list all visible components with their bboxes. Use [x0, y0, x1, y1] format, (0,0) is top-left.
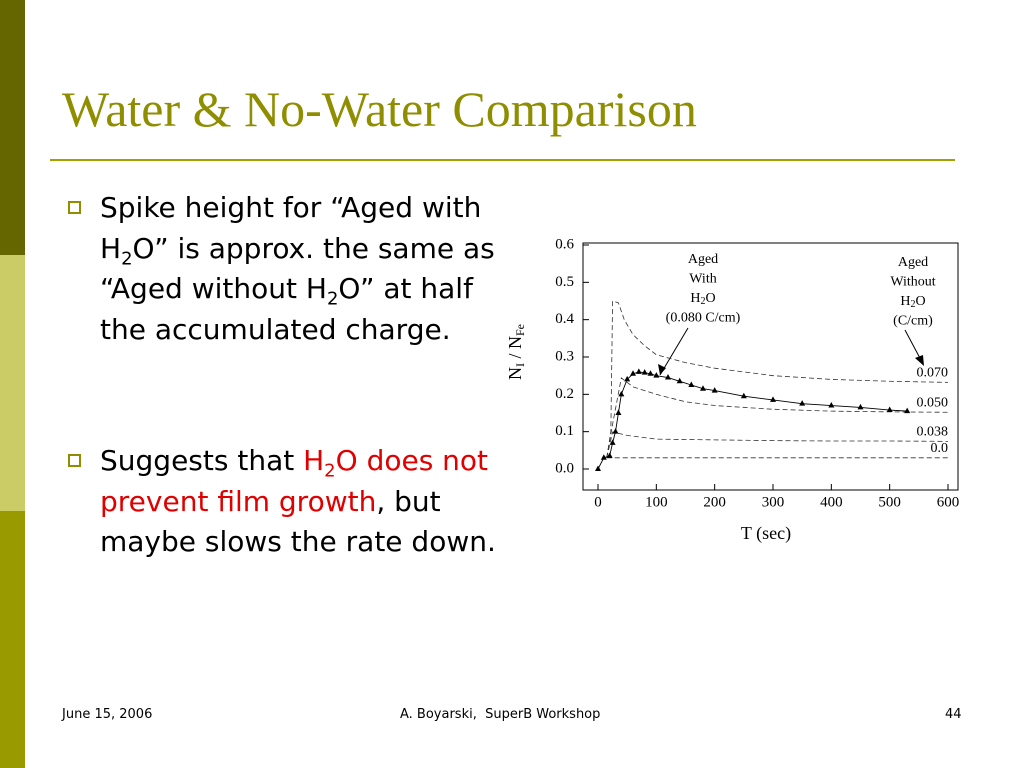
annotation: H2O	[900, 294, 925, 310]
series-label: 0.050	[917, 395, 949, 410]
y-tick-label: 0.5	[555, 274, 574, 290]
footer-author: A. Boyarski, SuperB Workshop	[400, 707, 601, 722]
text: O	[706, 291, 716, 306]
text: O” is approx. the same as “Aged without …	[100, 231, 495, 306]
annotation: Aged	[898, 255, 928, 270]
text: O” at half the accumulated charge.	[100, 272, 473, 346]
annotation: With	[689, 272, 716, 287]
marker	[688, 381, 695, 387]
subscript: 2	[324, 460, 336, 482]
series-line	[606, 300, 949, 458]
text: / N	[505, 336, 525, 363]
marker	[647, 370, 654, 376]
subscript: Fe	[513, 324, 527, 336]
text: H	[900, 294, 910, 309]
subscript: 2	[326, 288, 339, 310]
x-tick-label: 200	[703, 494, 726, 510]
annotation: Aged	[688, 252, 718, 267]
marker	[653, 372, 660, 378]
marker	[665, 374, 671, 380]
marker	[904, 407, 911, 414]
y-tick-label: 0.2	[555, 386, 574, 402]
subscript: 2	[121, 248, 133, 270]
marker	[857, 403, 864, 410]
bullet: Spike height for “Aged with H2O” is appr…	[68, 188, 500, 350]
y-tick-label: 0.3	[555, 348, 574, 364]
annotation: (0.080 C/cm)	[666, 311, 741, 326]
title-rule	[50, 159, 955, 161]
annotation: Without	[890, 275, 935, 290]
y-axis-title: NI / NFe	[505, 324, 527, 380]
bullet-marker	[68, 454, 81, 467]
marker	[615, 409, 622, 415]
annotation: (C/cm)	[893, 314, 933, 329]
text: H	[690, 291, 700, 306]
text: , but maybe slows the rate down.	[100, 484, 496, 559]
marker	[711, 387, 718, 393]
marker	[740, 392, 747, 399]
plot-frame	[582, 242, 959, 491]
marker	[828, 402, 835, 408]
marker	[635, 368, 642, 374]
x-tick-label: 0	[594, 494, 602, 510]
marker	[630, 370, 636, 376]
series-label: 0.038	[917, 425, 949, 440]
text: N	[505, 367, 525, 380]
text: Spike height for “Aged with H	[100, 191, 482, 265]
slide-title: Water & No-Water Comparison	[62, 81, 697, 137]
text: O	[916, 294, 926, 309]
marker	[770, 396, 776, 402]
subscript: 2	[701, 296, 706, 307]
subscript: I	[513, 363, 527, 367]
marker	[609, 439, 616, 445]
x-tick-label: 100	[645, 494, 668, 510]
text: Suggests that	[100, 444, 304, 477]
marker	[624, 375, 631, 382]
arrowhead	[658, 364, 666, 375]
annotation: H2O	[690, 291, 715, 307]
highlight: O does not prevent film growth	[100, 444, 489, 518]
stripe	[0, 511, 25, 768]
marker	[799, 400, 806, 406]
series-label: 0.0	[931, 441, 949, 456]
marker	[595, 465, 601, 471]
series-line	[606, 377, 949, 458]
marker	[700, 385, 706, 391]
series-line	[597, 371, 908, 470]
x-tick-label: 500	[878, 494, 901, 510]
bullet-marker	[68, 201, 81, 214]
marker	[618, 390, 625, 397]
marker	[676, 377, 683, 384]
marker	[886, 406, 893, 413]
marker	[612, 428, 619, 434]
y-tick-label: 0.0	[555, 460, 574, 476]
subscript: 2	[911, 299, 916, 310]
y-tick-label: 0.6	[555, 236, 574, 252]
footer-page: 44	[945, 707, 962, 722]
highlight: H	[303, 444, 325, 477]
y-tick-label: 0.4	[555, 311, 574, 327]
marker	[641, 369, 648, 375]
stripe	[0, 255, 25, 511]
x-axis-title: T (sec)	[741, 523, 791, 544]
marker	[600, 454, 607, 460]
arrow	[659, 327, 689, 376]
series-line	[606, 431, 949, 458]
x-tick-label: 600	[937, 494, 960, 510]
arrowhead	[915, 355, 924, 366]
marker	[606, 452, 613, 458]
y-tick-label: 0.1	[555, 423, 574, 439]
x-tick-label: 400	[820, 494, 843, 510]
series-label: 0.070	[917, 366, 949, 381]
bullet: Suggests that H2O does not prevent film …	[68, 441, 500, 563]
x-tick-label: 300	[762, 494, 785, 510]
footer-date: June 15, 2006	[62, 707, 153, 722]
stripe	[0, 0, 25, 255]
